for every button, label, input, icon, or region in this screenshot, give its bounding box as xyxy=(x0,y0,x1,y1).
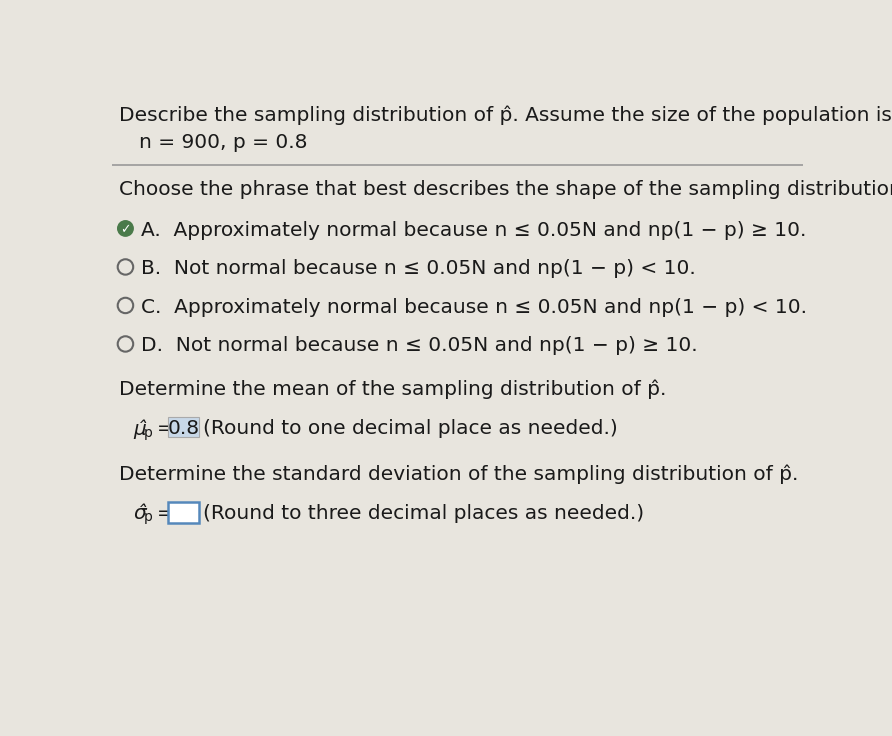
Text: ✓: ✓ xyxy=(120,223,131,236)
Text: Describe the sampling distribution of p̂. Assume the size of the population is 2: Describe the sampling distribution of p̂… xyxy=(120,105,892,125)
Text: B.  Not normal because n ≤ 0.05N and np(1 − p) < 10.: B. Not normal because n ≤ 0.05N and np(1… xyxy=(141,259,696,278)
Text: p: p xyxy=(144,510,153,524)
Text: =: = xyxy=(156,504,173,523)
Text: D.  Not normal because n ≤ 0.05N and np(1 − p) ≥ 10.: D. Not normal because n ≤ 0.05N and np(1… xyxy=(141,336,698,355)
Text: p: p xyxy=(144,425,153,439)
Circle shape xyxy=(118,221,133,236)
Text: n = 900, p = 0.8: n = 900, p = 0.8 xyxy=(138,133,307,152)
Text: (Round to three decimal places as needed.): (Round to three decimal places as needed… xyxy=(203,504,644,523)
Text: μ̂: μ̂ xyxy=(133,420,146,439)
Text: Determine the mean of the sampling distribution of p̂.: Determine the mean of the sampling distr… xyxy=(120,379,666,399)
Text: 0.8: 0.8 xyxy=(168,420,200,439)
Text: (Round to one decimal place as needed.): (Round to one decimal place as needed.) xyxy=(203,420,617,439)
FancyBboxPatch shape xyxy=(168,502,199,523)
Text: Choose the phrase that best describes the shape of the sampling distribution of : Choose the phrase that best describes th… xyxy=(120,179,892,199)
Text: C.  Approximately normal because n ≤ 0.05N and np(1 − p) < 10.: C. Approximately normal because n ≤ 0.05… xyxy=(141,298,807,316)
FancyBboxPatch shape xyxy=(168,417,199,437)
Text: =: = xyxy=(156,420,173,439)
Text: Determine the standard deviation of the sampling distribution of p̂.: Determine the standard deviation of the … xyxy=(120,464,798,484)
Text: A.  Approximately normal because n ≤ 0.05N and np(1 − p) ≥ 10.: A. Approximately normal because n ≤ 0.05… xyxy=(141,221,806,240)
Text: σ̂: σ̂ xyxy=(133,504,146,523)
